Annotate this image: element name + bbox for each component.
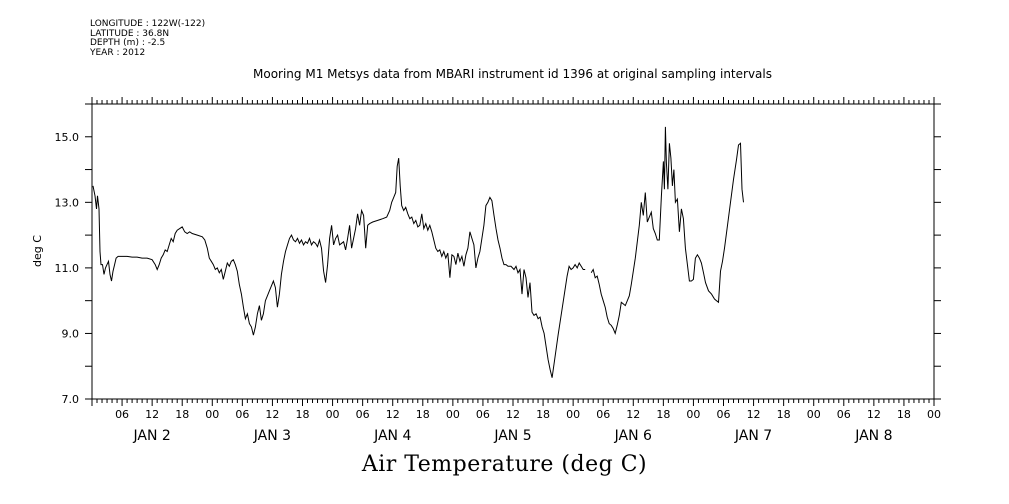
metadata-block: LONGITUDE : 122W(-122) LATITUDE : 36.8N … — [90, 19, 206, 58]
x-tick-label: 06 — [235, 408, 249, 421]
x-tick-label: 12 — [626, 408, 640, 421]
axis-ticks — [85, 97, 941, 406]
y-tick-label: 9.0 — [62, 327, 80, 340]
x-tick-label: 12 — [867, 408, 881, 421]
x-day-label: JAN 4 — [373, 428, 411, 444]
x-tick-label: 18 — [897, 408, 911, 421]
x-tick-label: 18 — [777, 408, 791, 421]
meta-depth: DEPTH (m) : -2.5 — [90, 38, 166, 48]
x-tick-label: 12 — [145, 408, 159, 421]
x-tick-label: 18 — [296, 408, 310, 421]
x-tick-label: 18 — [536, 408, 550, 421]
series-line — [92, 158, 586, 378]
x-tick-label: 18 — [175, 408, 189, 421]
x-tick-label: 12 — [506, 408, 520, 421]
x-day-label: JAN 2 — [132, 428, 170, 444]
y-tick-label: 7.0 — [62, 393, 80, 406]
y-axis-label: deg C — [31, 235, 44, 267]
meta-latitude: LATITUDE : 36.8N — [90, 28, 170, 39]
x-tick-label: 06 — [717, 408, 731, 421]
x-tick-label: 06 — [837, 408, 851, 421]
x-tick-label: 00 — [686, 408, 700, 421]
x-day-label: JAN 5 — [493, 428, 531, 444]
x-tick-label: 12 — [386, 408, 400, 421]
x-day-label: JAN 3 — [253, 428, 291, 444]
x-tick-label: 00 — [326, 408, 340, 421]
axis-labels: 06 12 18 00 06 12 18 00 06 12 18 00 06 12 18 00 06 12 18 00… — [55, 131, 942, 444]
x-axis-label: Air Temperature (deg C) — [361, 452, 648, 477]
plot-frame — [91, 103, 935, 400]
x-tick-label: 06 — [115, 408, 129, 421]
x-tick-label: 18 — [416, 408, 430, 421]
x-tick-label: 06 — [356, 408, 370, 421]
x-tick-label: 06 — [476, 408, 490, 421]
series-line — [590, 126, 744, 336]
x-tick-label: 12 — [747, 408, 761, 421]
meta-longitude: LONGITUDE : 122W(-122) — [90, 19, 206, 29]
series-group — [92, 126, 744, 378]
y-tick-label: 15.0 — [55, 131, 80, 144]
y-tick-label: 13.0 — [55, 196, 80, 209]
meta-year: YEAR : 2012 — [90, 47, 146, 58]
x-tick-label: 00 — [566, 408, 580, 421]
x-tick-label: 12 — [265, 408, 279, 421]
x-tick-label: 00 — [446, 408, 460, 421]
x-tick-label: 06 — [596, 408, 610, 421]
x-tick-label: 00 — [205, 408, 219, 421]
x-tick-label: 18 — [656, 408, 670, 421]
x-tick-label: 00 — [927, 408, 941, 421]
x-tick-label: 00 — [807, 408, 821, 421]
chart-title: Mooring M1 Metsys data from MBARI instru… — [253, 67, 772, 81]
x-day-label: JAN 7 — [734, 428, 772, 444]
x-day-label: JAN 8 — [854, 428, 892, 444]
x-day-label: JAN 6 — [614, 428, 652, 444]
y-tick-label: 11.0 — [55, 262, 80, 275]
